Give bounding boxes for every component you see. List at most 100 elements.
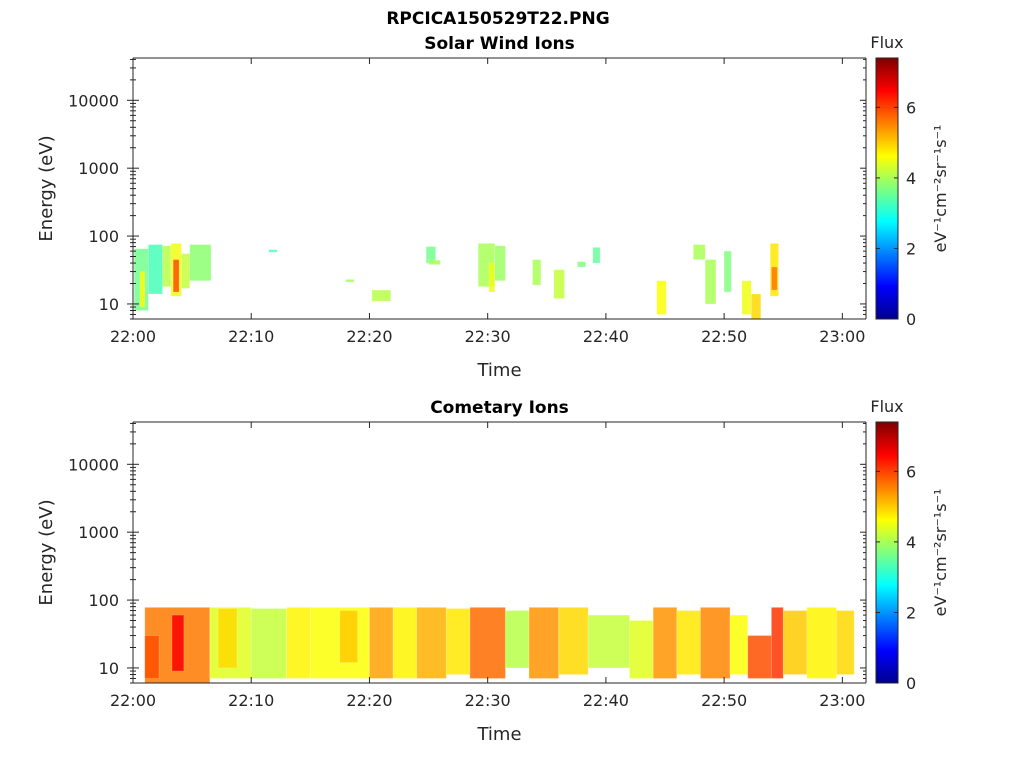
y-tick-label: 1000: [78, 159, 119, 178]
panel-1: 22:00 22:10 22:20 22:30 22:40 22:50 23:00 10 100…: [36, 33, 950, 381]
x-tick-label: 22:30: [465, 691, 511, 710]
flux-block: [836, 610, 855, 675]
y-axis-label: Energy (eV): [36, 135, 57, 241]
x-tick-label: 22:30: [465, 327, 511, 346]
x-tick-label: 22:50: [701, 691, 747, 710]
flux-block: [724, 251, 732, 292]
panel-2: 22:00 22:10 22:20 22:30 22:40 22:50 23:00 10 100…: [36, 397, 950, 745]
flux-block: [529, 607, 559, 679]
flux-block: [416, 607, 447, 679]
flux-block: [741, 280, 752, 315]
flux-block: [162, 245, 171, 287]
flux-block: [173, 259, 180, 292]
x-axis-label: Time: [476, 360, 521, 381]
flux-block: [268, 249, 278, 253]
flux-block: [172, 615, 184, 672]
flux-block-edge: [835, 610, 855, 676]
flux-block: [488, 263, 495, 292]
flux-block-edge: [553, 269, 566, 300]
flux-block-edge: [770, 266, 778, 291]
flux-block-edge: [592, 246, 601, 264]
flux-block-edge: [747, 635, 772, 679]
flux-block-edge: [723, 250, 732, 293]
flux-block: [558, 607, 589, 675]
flux-block: [747, 635, 772, 679]
colorbar: [875, 421, 899, 684]
data-layer: [144, 606, 855, 683]
flux-block-edge: [676, 610, 701, 676]
flux-block: [656, 280, 667, 315]
flux-block: [532, 259, 541, 286]
x-tick-label: 22:40: [583, 691, 629, 710]
flux-block: [577, 261, 586, 268]
flux-block-edge: [172, 259, 180, 293]
y-tick-label: 10: [99, 659, 119, 678]
flux-block: [700, 607, 731, 679]
y-axis-label: Energy (eV): [36, 499, 57, 605]
flux-block-edge: [345, 278, 355, 283]
flux-block: [393, 607, 417, 679]
flux-block-edge: [692, 244, 706, 261]
flux-block: [693, 244, 706, 260]
flux-block: [676, 610, 701, 675]
flux-block-edge: [577, 261, 587, 268]
x-tick-label: 22:10: [228, 691, 274, 710]
flux-block-edge: [656, 280, 667, 315]
flux-block-edge: [339, 610, 359, 664]
colorbar-label: eV⁻¹cm⁻²sr⁻¹s⁻¹: [931, 489, 950, 617]
flux-block: [369, 607, 394, 679]
flux-block: [553, 269, 565, 299]
flux-block: [371, 290, 391, 302]
flux-block-edge: [371, 289, 392, 302]
flux-block: [505, 610, 530, 668]
flux-block: [751, 294, 761, 319]
y-tick-label: 10: [99, 295, 119, 314]
x-tick-label: 22:10: [228, 327, 274, 346]
flux-block-edge: [704, 259, 717, 305]
flux-block-edge: [189, 244, 212, 282]
colorbar-tick-label: 4: [906, 533, 916, 552]
flux-block: [705, 259, 716, 304]
panel-title: Cometary Ions: [430, 398, 569, 418]
flux-block: [426, 246, 436, 264]
flux-block: [140, 271, 145, 308]
y-tick-label: 100: [88, 227, 119, 246]
flux-block: [144, 635, 160, 679]
colorbar-tick-label: 4: [906, 169, 916, 188]
flux-block-edge: [217, 608, 238, 669]
flux-block: [148, 244, 163, 295]
colorbar-tick-label: 2: [906, 239, 916, 258]
colorbar-tick-label: 6: [906, 98, 916, 117]
flux-block: [783, 610, 807, 675]
flux-block: [653, 607, 677, 679]
flux-block: [446, 608, 470, 675]
y-tick-label: 100: [88, 591, 119, 610]
colorbar-label: eV⁻¹cm⁻²sr⁻¹s⁻¹: [931, 125, 950, 253]
x-axis-label: Time: [476, 724, 521, 745]
flux-block: [218, 608, 238, 668]
x-tick-label: 22:00: [110, 691, 156, 710]
colorbar-tick-label: 6: [906, 462, 916, 481]
flux-block-edge: [144, 635, 160, 679]
flux-block: [494, 245, 506, 281]
x-tick-label: 22:50: [701, 327, 747, 346]
colorbar: [875, 57, 899, 320]
flux-block: [592, 247, 600, 264]
data-layer: [133, 242, 780, 319]
x-tick-label: 22:20: [346, 327, 392, 346]
flux-block-edge: [769, 242, 780, 297]
x-tick-label: 23:00: [819, 327, 865, 346]
x-tick-label: 22:00: [110, 327, 156, 346]
flux-block: [345, 279, 355, 283]
flux-block: [251, 608, 287, 679]
x-tick-label: 23:00: [819, 691, 865, 710]
flux-block: [428, 260, 441, 265]
flux-block: [189, 244, 212, 281]
colorbar-tick-label: 2: [906, 603, 916, 622]
flux-block: [588, 615, 630, 668]
flux-block: [469, 607, 506, 679]
flux-block-edge: [171, 614, 185, 672]
colorbar-tick-label: 0: [906, 674, 916, 693]
flux-block-edge: [268, 249, 278, 253]
colorbar-tick-label: 0: [906, 310, 916, 329]
